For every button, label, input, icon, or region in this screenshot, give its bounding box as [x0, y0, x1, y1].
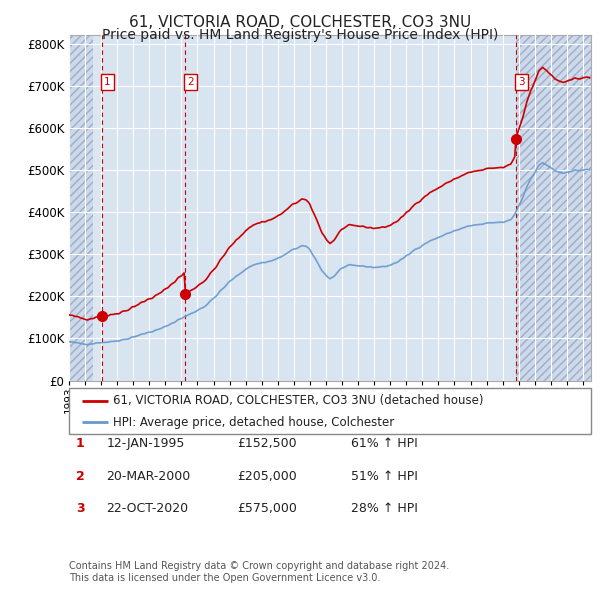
- Text: 1: 1: [104, 77, 111, 87]
- Text: 3: 3: [518, 77, 525, 87]
- Bar: [515, 35, 591, 381]
- Text: 2: 2: [76, 470, 85, 483]
- Text: £575,000: £575,000: [237, 502, 297, 515]
- Text: 20-MAR-2000: 20-MAR-2000: [106, 470, 190, 483]
- Text: 12-JAN-1995: 12-JAN-1995: [106, 437, 185, 450]
- Text: 28% ↑ HPI: 28% ↑ HPI: [351, 502, 418, 515]
- Bar: [69, 35, 93, 381]
- Text: £205,000: £205,000: [237, 470, 297, 483]
- Text: 51% ↑ HPI: 51% ↑ HPI: [351, 470, 418, 483]
- Text: 22-OCT-2020: 22-OCT-2020: [106, 502, 188, 515]
- Bar: [185, 35, 515, 381]
- Bar: [69, 35, 93, 381]
- FancyBboxPatch shape: [69, 388, 591, 434]
- Text: £152,500: £152,500: [237, 437, 296, 450]
- Text: 3: 3: [76, 502, 85, 515]
- Text: 61, VICTORIA ROAD, COLCHESTER, CO3 3NU: 61, VICTORIA ROAD, COLCHESTER, CO3 3NU: [129, 15, 471, 30]
- Text: 61% ↑ HPI: 61% ↑ HPI: [351, 437, 418, 450]
- Text: Contains HM Land Registry data © Crown copyright and database right 2024.
This d: Contains HM Land Registry data © Crown c…: [69, 561, 449, 583]
- Text: 1: 1: [76, 437, 85, 450]
- Text: HPI: Average price, detached house, Colchester: HPI: Average price, detached house, Colc…: [113, 415, 395, 429]
- Bar: [515, 35, 591, 381]
- Text: Price paid vs. HM Land Registry's House Price Index (HPI): Price paid vs. HM Land Registry's House …: [102, 28, 498, 42]
- Text: 2: 2: [187, 77, 194, 87]
- Bar: [102, 35, 185, 381]
- Text: 61, VICTORIA ROAD, COLCHESTER, CO3 3NU (detached house): 61, VICTORIA ROAD, COLCHESTER, CO3 3NU (…: [113, 394, 484, 407]
